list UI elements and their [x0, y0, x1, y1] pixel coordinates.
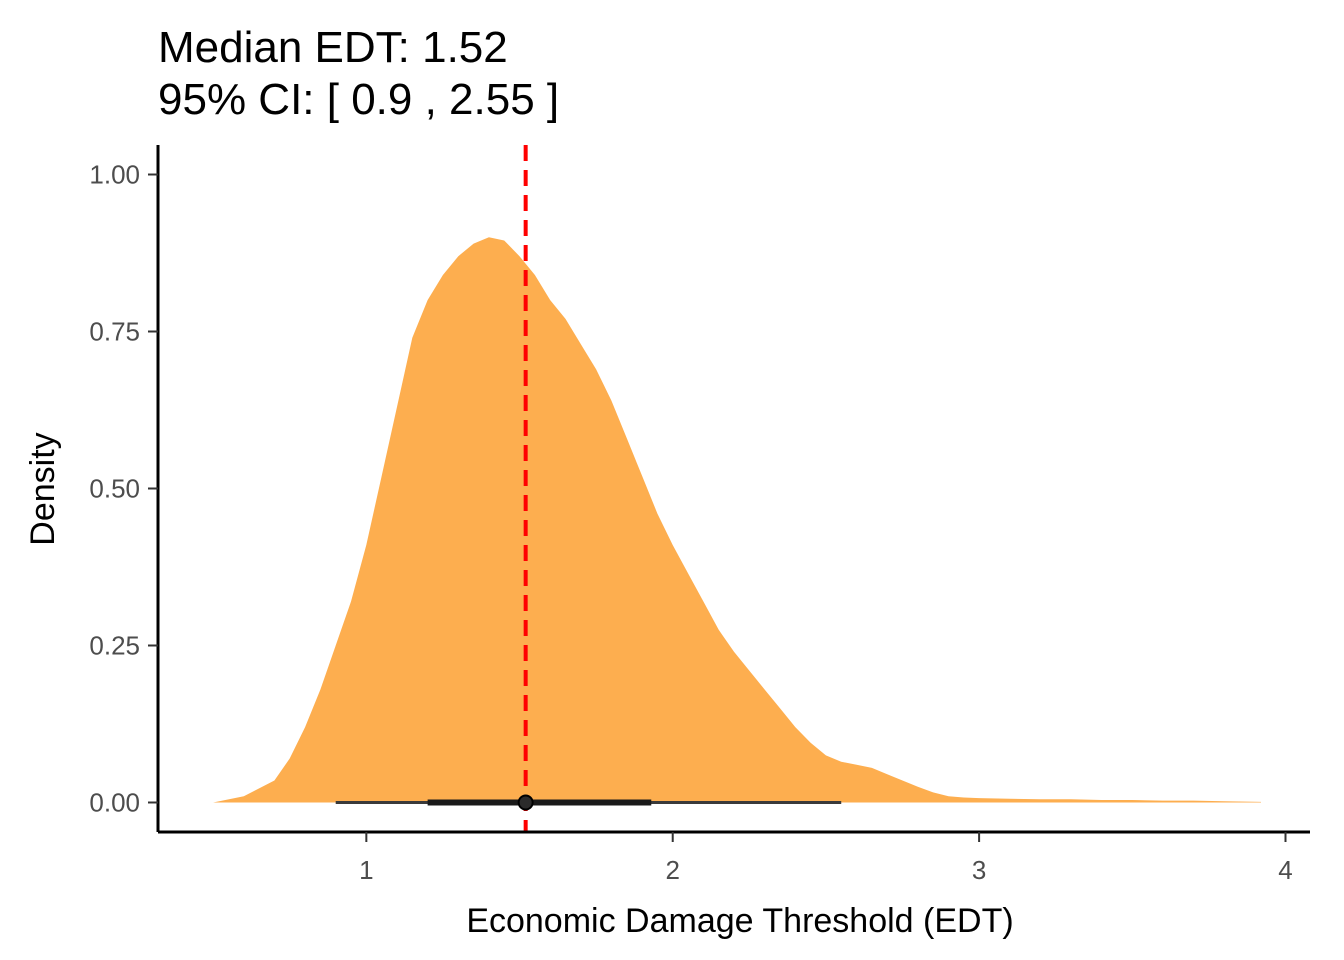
- y-tick-label-1: 0.25: [89, 630, 140, 660]
- title-line-median: Median EDT: 1.52: [158, 23, 508, 72]
- chart-title: Median EDT: 1.52 95% CI: [ 0.9 , 2.55 ]: [158, 23, 559, 124]
- x-tick-label-3: 4: [1278, 855, 1292, 885]
- x-axis-title: Economic Damage Threshold (EDT): [466, 902, 1013, 940]
- median-point: [517, 794, 534, 811]
- y-tick-label-3: 0.75: [89, 317, 140, 347]
- y-tick-label-2: 0.50: [89, 474, 140, 504]
- y-tick-label-4: 1.00: [89, 160, 140, 190]
- y-tick-label-0: 0.00: [89, 787, 140, 817]
- x-tick-label-0: 1: [359, 855, 373, 885]
- x-tick-label-2: 3: [972, 855, 986, 885]
- y-axis-title: Density: [24, 432, 62, 545]
- density-area-0: [213, 237, 1262, 803]
- axes: 1 2 3 4 0.00 0.25 0.50 0.75 1.00: [89, 145, 1310, 885]
- x-tick-label-1: 2: [665, 855, 679, 885]
- title-line-ci: 95% CI: [ 0.9 , 2.55 ]: [158, 75, 559, 124]
- plot-area: [213, 145, 1262, 832]
